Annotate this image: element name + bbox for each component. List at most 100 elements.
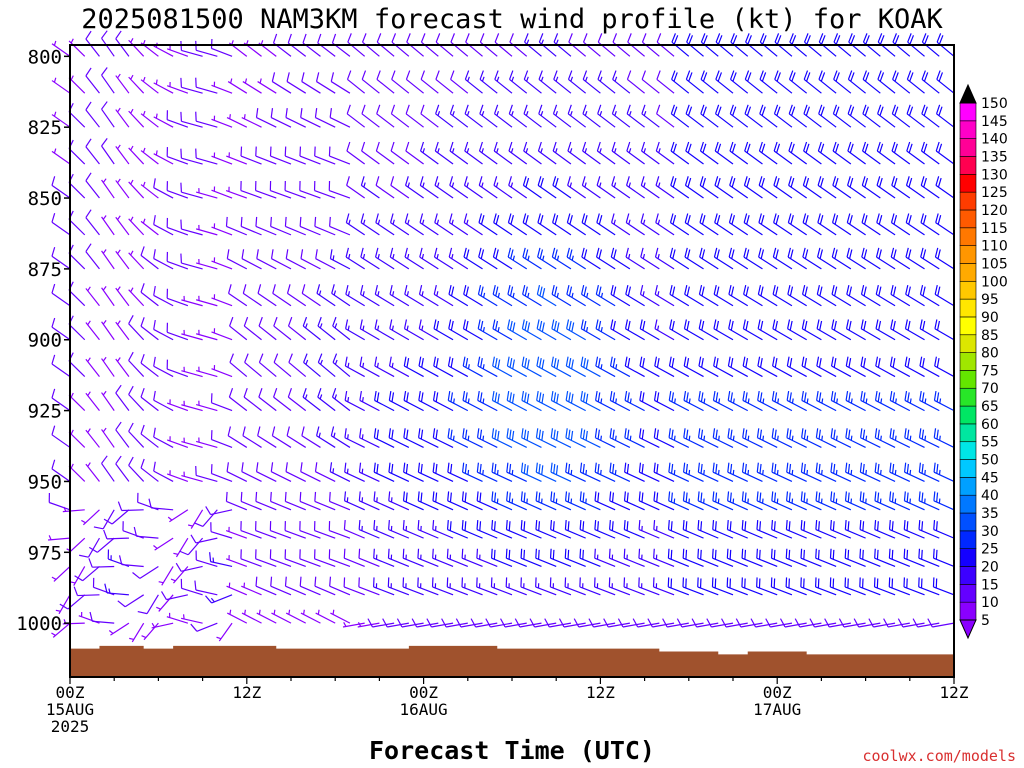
colorbar-swatch xyxy=(959,209,977,229)
barb-staff xyxy=(226,585,248,596)
barb-staff xyxy=(402,557,424,568)
barb-staff xyxy=(639,437,660,448)
wind-barb xyxy=(847,104,866,128)
barb-feather-full xyxy=(845,428,848,438)
barb-staff xyxy=(405,184,424,199)
barb-feather-half xyxy=(348,219,351,225)
barb-feather-full xyxy=(790,177,795,188)
barb-staff xyxy=(685,184,704,199)
barb-feather-full xyxy=(715,463,718,474)
colorbar-label: 145 xyxy=(981,114,1008,130)
barb-staff xyxy=(450,78,469,94)
wind-barb xyxy=(434,176,454,199)
wind-barb xyxy=(405,176,424,199)
wind-barb xyxy=(581,247,601,270)
barb-feather-half xyxy=(850,469,853,475)
barb-feather-full xyxy=(715,70,720,80)
barb-feather-full xyxy=(580,428,583,438)
barb-feather-full xyxy=(419,247,423,258)
barb-feather-full xyxy=(685,463,688,474)
barb-feather-full xyxy=(118,555,123,565)
wind-barb xyxy=(258,353,277,378)
barb-feather-full xyxy=(494,358,498,368)
barb-feather-full xyxy=(847,104,852,114)
wind-barb xyxy=(402,577,424,596)
wind-barb xyxy=(638,491,660,511)
barb-feather-full xyxy=(328,491,331,502)
barb-feather-full xyxy=(300,249,304,259)
barb-staff xyxy=(917,622,940,628)
barb-staff xyxy=(153,328,174,341)
wind-barb xyxy=(478,176,498,199)
x-tick-label: 16AUG xyxy=(400,700,448,719)
barb-staff xyxy=(889,557,911,568)
barb-feather-full xyxy=(624,356,628,367)
wind-barb xyxy=(625,247,645,270)
barb-feather-full xyxy=(436,320,440,331)
barb-staff xyxy=(905,256,925,270)
barb-staff xyxy=(580,365,601,378)
barb-feather-full xyxy=(626,104,631,114)
wind-barb xyxy=(596,141,616,165)
barb-staff xyxy=(121,509,144,512)
wind-barb xyxy=(359,284,380,307)
barb-staff xyxy=(153,82,174,94)
barb-staff xyxy=(889,500,911,511)
barb-feather-full xyxy=(435,392,439,402)
barb-feather-full xyxy=(653,520,656,530)
barb-feather-half xyxy=(70,75,74,81)
wind-barb xyxy=(388,390,410,412)
barb-feather-full xyxy=(938,143,943,153)
wind-barb xyxy=(195,40,218,57)
wind-barb xyxy=(889,462,911,482)
barb-feather-full xyxy=(892,429,895,440)
barb-staff xyxy=(845,471,866,482)
wind-barb xyxy=(787,284,807,307)
barb-feather-full xyxy=(816,284,820,295)
barb-feather-full xyxy=(844,491,848,501)
barb-staff xyxy=(595,328,616,341)
barb-feather-half xyxy=(732,469,735,475)
barb-staff xyxy=(317,325,336,341)
barb-feather-half xyxy=(747,469,750,475)
barb-staff xyxy=(85,288,100,307)
barb-feather-full xyxy=(700,104,705,114)
wind-barb xyxy=(411,618,439,628)
barb-staff xyxy=(226,471,248,482)
barb-feather-half xyxy=(117,215,121,221)
y-tick-label: 800 xyxy=(28,46,62,68)
barb-staff xyxy=(101,463,115,482)
barb-feather-full xyxy=(743,247,747,258)
barb-feather-full xyxy=(465,358,469,368)
barb-staff xyxy=(683,437,704,448)
barb-feather-full xyxy=(477,356,481,367)
wind-barb xyxy=(611,141,631,165)
barb-staff xyxy=(85,75,100,94)
wind-barb xyxy=(506,428,527,448)
barb-feather-full xyxy=(833,358,837,368)
credit-link[interactable]: coolwx.com/models xyxy=(862,747,1016,765)
barb-feather-full xyxy=(906,141,911,152)
barb-staff xyxy=(889,471,911,482)
wind-barb xyxy=(920,141,940,165)
barb-feather-half xyxy=(571,255,574,261)
barb-feather-half xyxy=(776,435,779,441)
barb-feather-half xyxy=(924,398,927,404)
barb-staff xyxy=(565,437,586,448)
wind-barb xyxy=(367,618,395,628)
wind-barb xyxy=(874,462,896,482)
barb-feather-half xyxy=(600,292,604,298)
barb-feather-full xyxy=(435,104,440,114)
wind-barb xyxy=(800,491,822,511)
barb-staff xyxy=(740,622,763,628)
barb-feather-half xyxy=(129,637,134,640)
barb-feather-full xyxy=(824,618,830,628)
barb-staff xyxy=(551,328,572,341)
barb-feather-half xyxy=(361,397,364,402)
barb-feather-full xyxy=(373,462,376,473)
barb-feather-full xyxy=(462,356,466,367)
barb-feather-full xyxy=(805,215,809,225)
barb-feather-half xyxy=(70,429,74,435)
barb-feather-full xyxy=(844,548,847,559)
wind-barb xyxy=(359,390,380,412)
